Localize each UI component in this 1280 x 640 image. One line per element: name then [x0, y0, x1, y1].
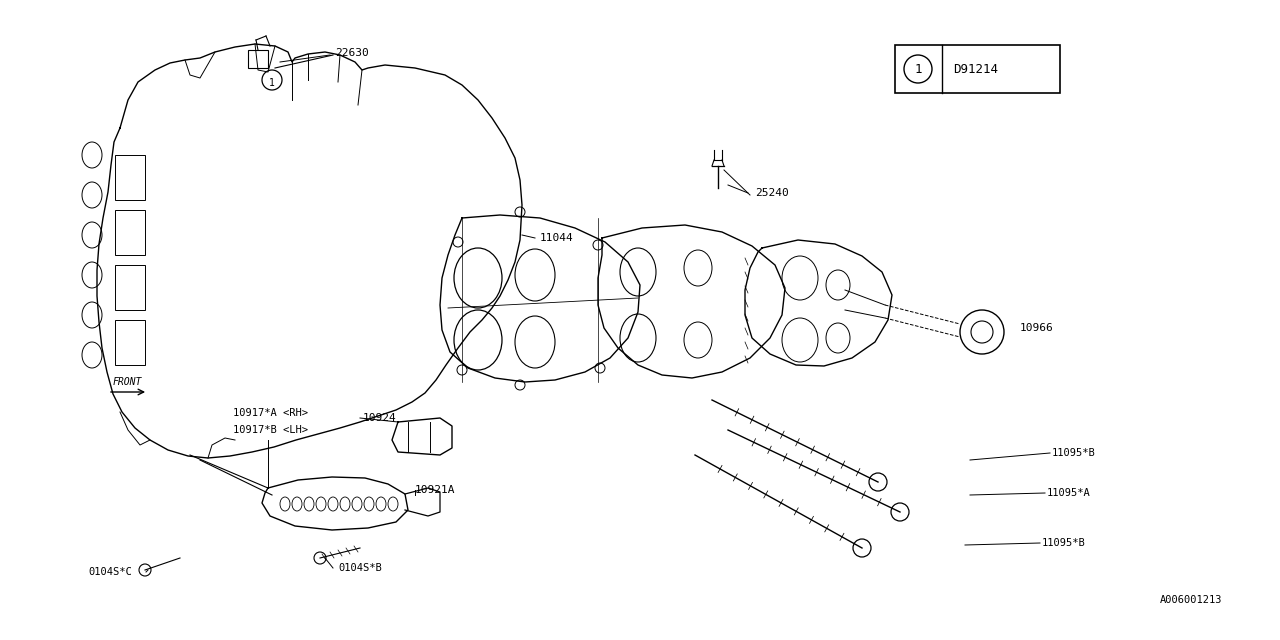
Text: 10966: 10966 [1020, 323, 1053, 333]
Text: 0104S*C: 0104S*C [88, 567, 132, 577]
Text: 25240: 25240 [755, 188, 788, 198]
Text: 10924: 10924 [364, 413, 397, 423]
Bar [115, 210, 145, 255]
Text: 1: 1 [914, 63, 922, 76]
Text: 10917*B <LH>: 10917*B <LH> [233, 425, 308, 435]
Text: 10921A: 10921A [415, 485, 456, 495]
Text: D91214: D91214 [954, 63, 998, 76]
Text: 1: 1 [269, 78, 275, 88]
Text: FRONT: FRONT [113, 377, 142, 387]
Text: 11095*A: 11095*A [1047, 488, 1091, 498]
Text: 11044: 11044 [540, 233, 573, 243]
Text: A006001213: A006001213 [1160, 595, 1222, 605]
Bar [248, 50, 268, 68]
Bar [115, 320, 145, 365]
Text: 22630: 22630 [335, 48, 369, 58]
Text: 11095*B: 11095*B [1042, 538, 1085, 548]
Text: 10917*A <RH>: 10917*A <RH> [233, 408, 308, 418]
Text: 11095*B: 11095*B [1052, 448, 1096, 458]
Text: 0104S*B: 0104S*B [338, 563, 381, 573]
Bar [895, 45, 1060, 93]
Bar [115, 265, 145, 310]
Bar [115, 155, 145, 200]
